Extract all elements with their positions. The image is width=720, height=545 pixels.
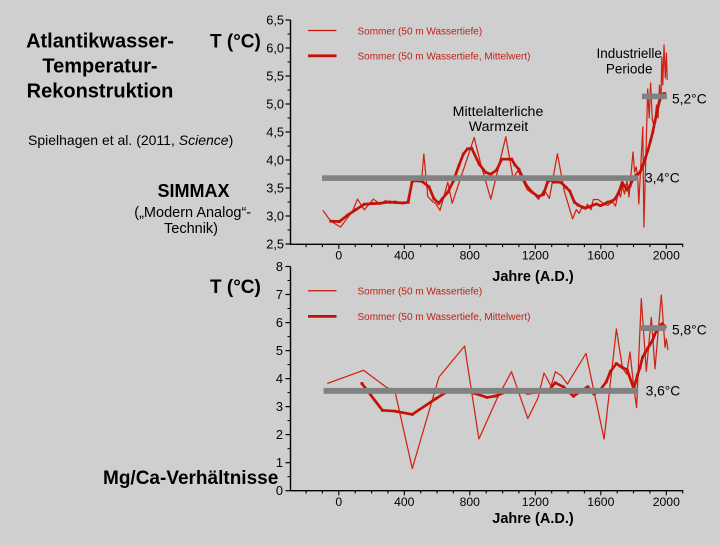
svg-text:3,0: 3,0 <box>266 208 284 223</box>
svg-text:800: 800 <box>460 248 481 262</box>
svg-text:Jahre (A.D.): Jahre (A.D.) <box>492 269 574 285</box>
svg-text:(„Modern Analog“-: („Modern Analog“- <box>134 205 251 221</box>
svg-text:3: 3 <box>276 399 283 414</box>
svg-text:0: 0 <box>335 248 342 262</box>
svg-text:5,2°C: 5,2°C <box>672 92 707 107</box>
svg-text:Spielhagen et al. (2011, Scien: Spielhagen et al. (2011, Science) <box>28 132 233 148</box>
svg-text:4,5: 4,5 <box>266 124 284 139</box>
svg-text:1600: 1600 <box>587 248 614 262</box>
svg-text:2000: 2000 <box>653 248 680 262</box>
svg-text:1200: 1200 <box>522 495 549 509</box>
svg-text:5,0: 5,0 <box>266 96 284 111</box>
svg-text:Mg/Ca-Verhältnisse: Mg/Ca-Verhältnisse <box>103 468 278 489</box>
svg-text:Sommer (50 m Wassertiefe, Mitt: Sommer (50 m Wassertiefe, Mittelwert) <box>358 52 531 63</box>
svg-text:T (°C): T (°C) <box>210 32 261 53</box>
svg-text:Technik): Technik) <box>164 221 218 237</box>
svg-text:3,4°C: 3,4°C <box>645 171 680 186</box>
svg-text:2: 2 <box>276 427 283 442</box>
svg-text:Temperatur-: Temperatur- <box>42 56 157 78</box>
svg-text:Atlantikwasser-: Atlantikwasser- <box>26 31 174 53</box>
svg-text:6,5: 6,5 <box>266 12 284 27</box>
svg-text:Industrielle: Industrielle <box>597 46 662 61</box>
svg-text:4,0: 4,0 <box>266 152 284 167</box>
svg-text:800: 800 <box>460 495 481 509</box>
svg-text:7: 7 <box>276 287 283 302</box>
svg-text:Warmzeit: Warmzeit <box>469 119 528 135</box>
svg-text:0: 0 <box>335 495 342 509</box>
svg-text:T (°C): T (°C) <box>210 277 261 298</box>
svg-text:5,8°C: 5,8°C <box>672 323 707 338</box>
svg-text:5,5: 5,5 <box>266 68 284 83</box>
svg-text:3,5: 3,5 <box>266 180 284 195</box>
svg-text:Sommer (50 m Wassertiefe, Mitt: Sommer (50 m Wassertiefe, Mittelwert) <box>358 312 531 323</box>
svg-text:6,0: 6,0 <box>266 40 284 55</box>
svg-text:4: 4 <box>276 371 283 386</box>
svg-text:Mittelalterliche: Mittelalterliche <box>453 104 544 120</box>
svg-text:400: 400 <box>394 248 415 262</box>
svg-text:1600: 1600 <box>587 495 614 509</box>
svg-text:1: 1 <box>276 455 283 470</box>
svg-text:Jahre (A.D.): Jahre (A.D.) <box>492 511 574 527</box>
svg-text:6: 6 <box>276 315 283 330</box>
svg-text:SIMMAX: SIMMAX <box>158 181 230 201</box>
svg-text:Sommer (50 m Wassertiefe): Sommer (50 m Wassertiefe) <box>358 287 483 298</box>
svg-text:2,5: 2,5 <box>266 236 284 251</box>
svg-text:Sommer (50 m Wassertiefe): Sommer (50 m Wassertiefe) <box>358 26 483 37</box>
svg-text:8: 8 <box>276 259 283 274</box>
svg-text:0: 0 <box>276 483 283 498</box>
svg-text:2000: 2000 <box>653 495 680 509</box>
svg-text:Rekonstruktion: Rekonstruktion <box>27 81 174 103</box>
svg-text:3,6°C: 3,6°C <box>646 383 681 398</box>
svg-text:400: 400 <box>394 495 415 509</box>
svg-text:Periode: Periode <box>606 62 653 77</box>
svg-text:1200: 1200 <box>522 248 549 262</box>
svg-text:5: 5 <box>276 343 283 358</box>
